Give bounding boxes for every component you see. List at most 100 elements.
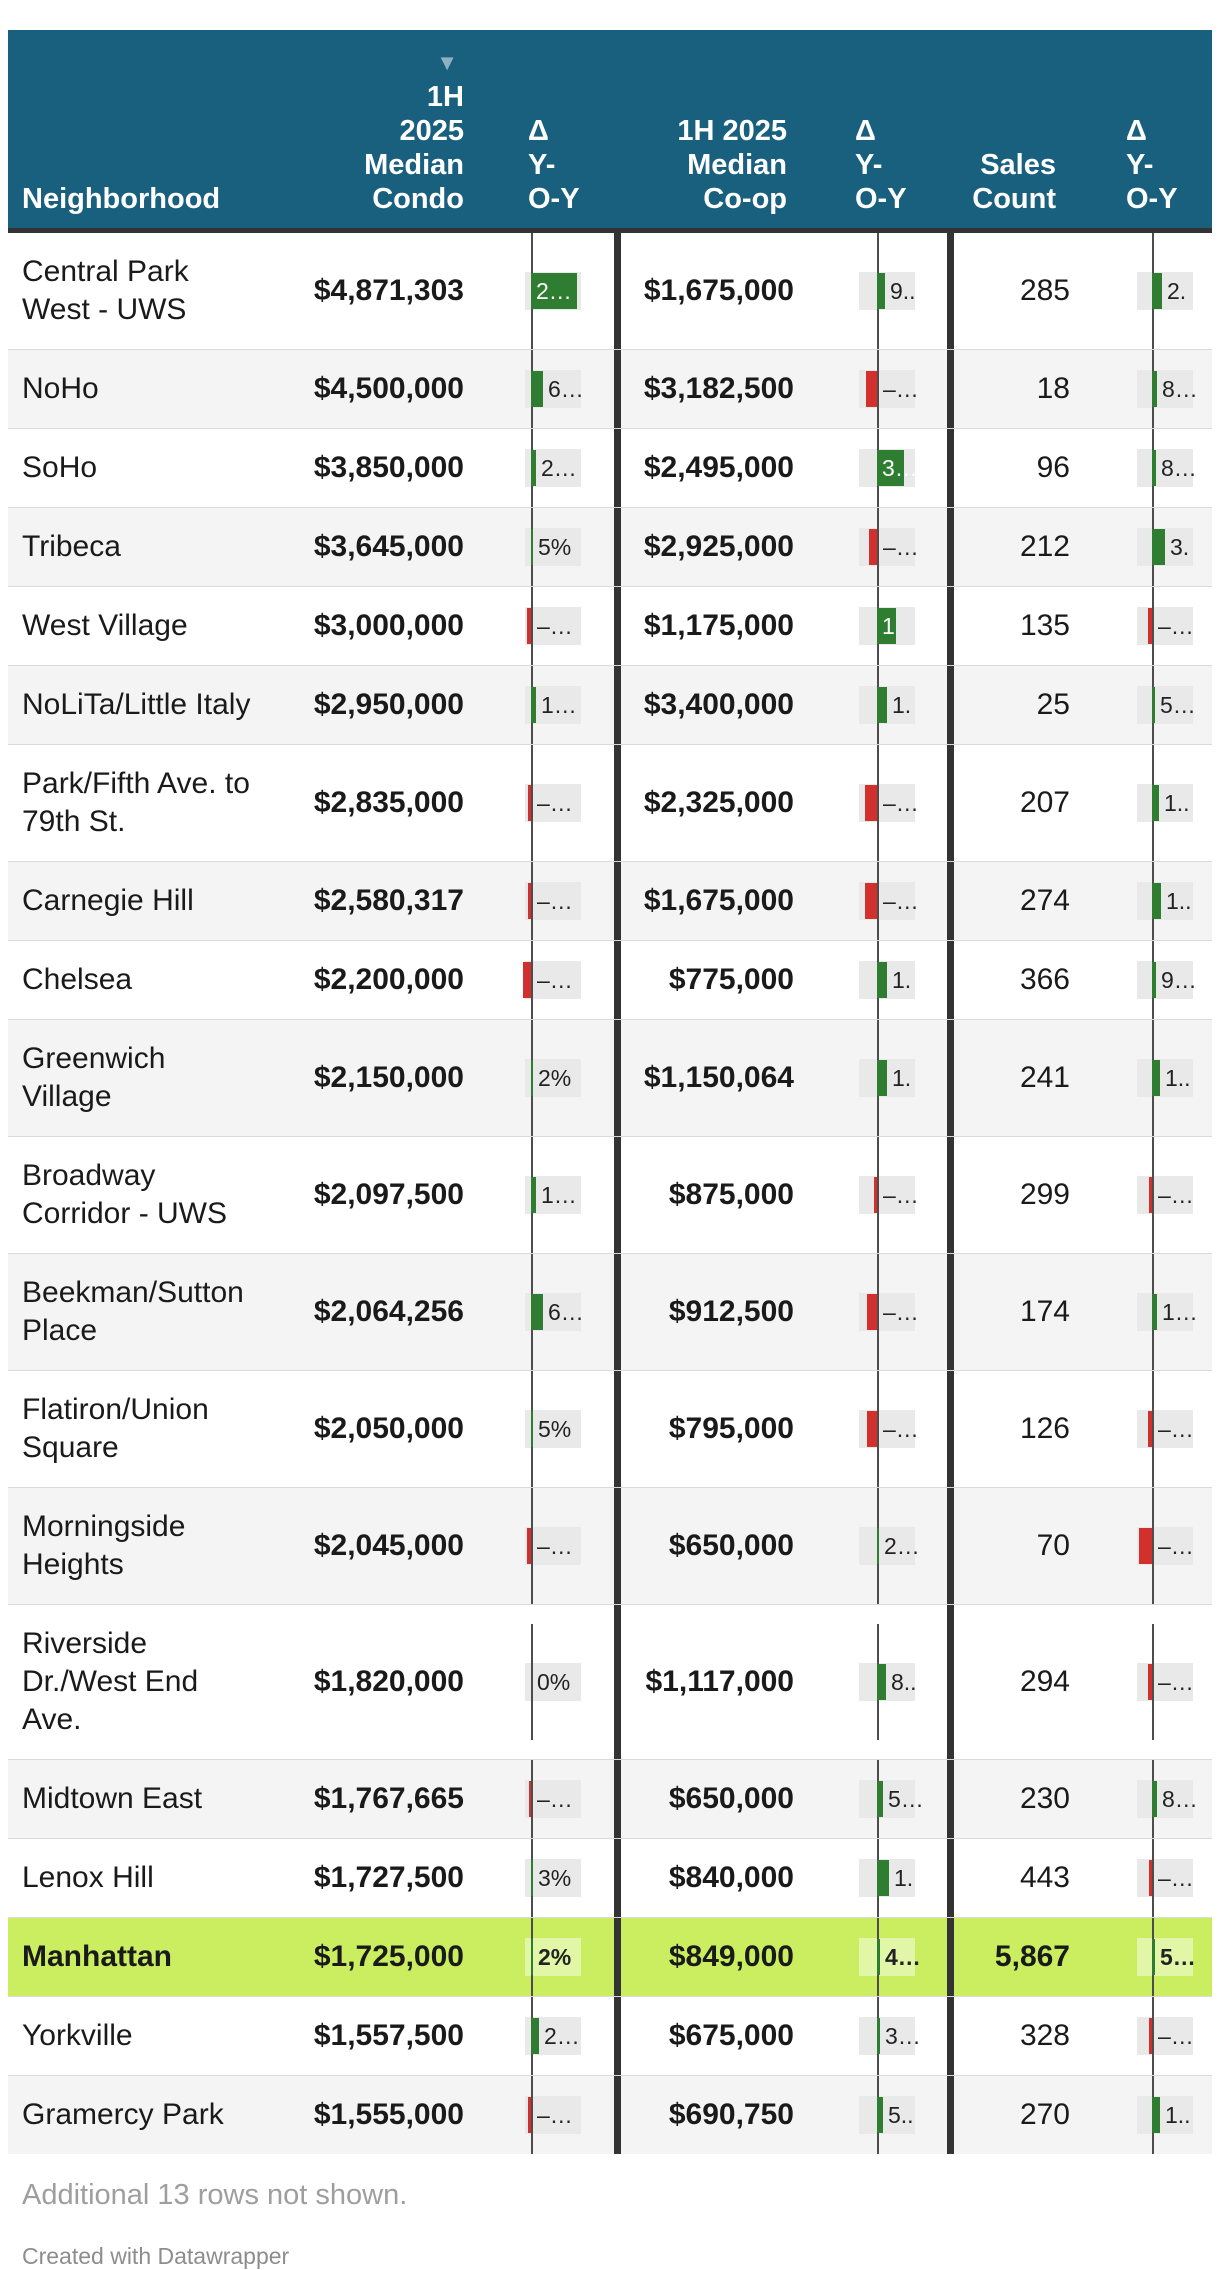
delta-label: –… (537, 2102, 573, 2128)
delta-bar (877, 1939, 880, 1975)
sales-count-cell: 299 (1019, 1178, 1070, 1211)
delta-bar-cell: –… (1076, 1371, 1212, 1487)
column-header-line: O-Y (855, 183, 907, 215)
delta-bar (877, 1781, 883, 1817)
delta-bar (527, 1528, 531, 1564)
zero-axis-line (531, 1488, 533, 1604)
column-group-divider (614, 587, 621, 665)
column-group-divider (614, 941, 621, 1019)
delta-label: –… (883, 790, 919, 816)
column-header-sales[interactable]: Sales Count (940, 148, 1062, 216)
delta-label: 3… (882, 455, 918, 481)
column-header-name[interactable]: Neighborhood (8, 182, 308, 216)
column-group-divider (614, 666, 621, 744)
sales-count-cell: 285 (1019, 274, 1070, 307)
column-header-ds[interactable]: Δ Y- O-Y (1062, 114, 1212, 216)
delta-label-box (859, 2017, 915, 2055)
delta-bar-cell: –… (468, 745, 614, 861)
delta-label: –… (1158, 613, 1194, 639)
table-row: Broadway Corridor - UWS $2,097,500 1… $875,… (8, 1136, 1212, 1253)
delta-bar-cell: 3% (468, 1839, 614, 1917)
coop-price-cell: $650,000 (668, 1782, 794, 1815)
table-header-row: Neighborhood ▼ 1H 2025 Median Condo Δ Y- O-Y 1H 2… (8, 30, 1212, 233)
delta-label-box (1137, 1938, 1193, 1976)
column-header-dp[interactable]: Δ Y- O-Y (791, 114, 940, 216)
neighborhood-cell: Lenox Hill (22, 1861, 154, 1894)
column-header-line: Sales (980, 149, 1056, 181)
delta-bar (867, 1411, 877, 1447)
delta-bar (877, 1664, 886, 1700)
condo-price-cell: $1,767,665 (313, 1782, 464, 1815)
delta-bar-cell: 5… (1076, 1918, 1212, 1996)
column-header-coop[interactable]: 1H 2025 Median Co-op (614, 114, 791, 216)
delta-label: 2… (884, 1533, 920, 1559)
column-group-divider (947, 429, 954, 507)
zero-axis-line (531, 2076, 533, 2154)
column-header-condo[interactable]: ▼ 1H 2025 Median Condo (308, 46, 468, 216)
delta-bar (867, 1294, 877, 1330)
delta-label-box (859, 1780, 915, 1818)
delta-label-box (859, 2096, 915, 2134)
sales-count-cell: 230 (1019, 1782, 1070, 1815)
coop-price-cell: $1,675,000 (643, 884, 794, 917)
column-header-line: Y- (855, 149, 883, 181)
delta-label: 5% (538, 1416, 572, 1442)
column-group-divider (947, 745, 954, 861)
coop-price-cell: $3,182,500 (643, 372, 794, 405)
datawrapper-credit-link[interactable]: Created with Datawrapper (22, 2243, 290, 2269)
delta-bar (877, 608, 896, 644)
delta-label-box (1137, 2096, 1193, 2134)
delta-bar (877, 962, 887, 998)
column-group-divider (614, 1488, 621, 1604)
delta-label: –… (537, 1786, 573, 1812)
neighborhood-cell: Central Park West - UWS (22, 255, 189, 326)
sales-count-cell: 135 (1019, 609, 1070, 642)
delta-bar-cell: 1… (468, 1137, 614, 1253)
column-group-divider (947, 2076, 954, 2154)
delta-label-box (859, 528, 915, 566)
delta-bar (1152, 687, 1155, 723)
delta-label-box (525, 784, 581, 822)
delta-bar-cell: –… (798, 745, 947, 861)
delta-bar (531, 1860, 533, 1896)
table-row: Riverside Dr./West End Ave. $1,820,000 0% $… (8, 1604, 1212, 1759)
sales-count-cell: 212 (1019, 530, 1070, 563)
delta-bar-cell: –… (798, 1371, 947, 1487)
delta-label: –… (537, 1533, 573, 1559)
delta-bar (529, 1781, 531, 1817)
delta-label-box (525, 2096, 581, 2134)
condo-price-cell: $4,500,000 (313, 372, 464, 405)
delta-bar (527, 608, 531, 644)
column-group-divider (947, 941, 954, 1019)
delta-bar (877, 273, 885, 309)
delta-label: 1… (541, 692, 577, 718)
table-body: Central Park West - UWS $4,871,303 2… $1,67… (8, 233, 1212, 2154)
column-group-divider (947, 1839, 954, 1917)
delta-label-box (525, 1859, 581, 1897)
delta-label-box (859, 1938, 915, 1976)
delta-label: 9… (1161, 967, 1197, 993)
column-group-divider (614, 1254, 621, 1370)
column-group-divider (947, 233, 954, 349)
delta-bar (1149, 2018, 1152, 2054)
neighborhood-cell: Carnegie Hill (22, 884, 194, 917)
column-group-divider (614, 233, 621, 349)
delta-label: 2… (541, 455, 577, 481)
zero-axis-line (531, 941, 533, 1019)
condo-price-cell: $1,725,000 (313, 1940, 464, 1973)
delta-label-box (1137, 784, 1193, 822)
delta-label: 8… (1162, 376, 1198, 402)
delta-label: 1.. (1165, 1065, 1191, 1091)
delta-label-box (525, 1663, 581, 1701)
delta-bar-cell: –… (1076, 1605, 1212, 1759)
table-row: Yorkville $1,557,500 2… $675,000 3… 328 –… (8, 1996, 1212, 2075)
delta-label-box (1137, 528, 1193, 566)
coop-price-cell: $650,000 (668, 1529, 794, 1562)
column-group-divider (614, 508, 621, 586)
condo-price-cell: $3,850,000 (313, 451, 464, 484)
column-header-dc[interactable]: Δ Y- O-Y (468, 114, 614, 216)
delta-label-box (1137, 607, 1193, 645)
delta-label-box (1137, 686, 1193, 724)
delta-bar (531, 1411, 533, 1447)
sales-count-cell: 328 (1019, 2019, 1070, 2052)
